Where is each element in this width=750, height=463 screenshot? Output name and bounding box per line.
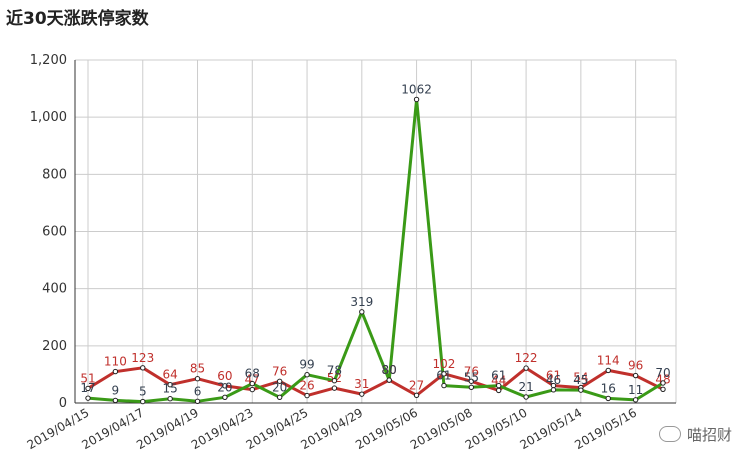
data-point (222, 383, 228, 389)
data-point (359, 309, 365, 315)
data-point (496, 382, 502, 389)
series-1-line (87, 97, 664, 404)
data-label: 46 (546, 373, 561, 387)
data-point (304, 392, 310, 399)
data-point (496, 387, 502, 394)
data-point (441, 371, 447, 377)
data-label: 44 (491, 373, 506, 387)
x-tick-label: 2019/05/16 (572, 405, 639, 452)
data-point (167, 396, 173, 402)
data-point (85, 385, 91, 392)
data-label: 61 (491, 369, 506, 383)
data-point (550, 387, 557, 393)
data-point (304, 372, 310, 378)
data-label: 78 (327, 364, 342, 378)
data-label: 99 (299, 358, 314, 372)
data-label: 47 (245, 373, 260, 387)
data-point (386, 377, 392, 383)
data-point (222, 394, 228, 400)
data-point (194, 376, 201, 382)
data-label: 6 (194, 384, 202, 398)
data-label: 48 (655, 372, 670, 386)
data-label: 61 (436, 369, 451, 383)
data-point (85, 395, 91, 401)
watermark: 喵招财 (658, 424, 732, 445)
data-label: 64 (163, 368, 178, 382)
data-label: 20 (217, 380, 232, 394)
data-point (605, 395, 611, 402)
data-label: 319 (350, 295, 373, 309)
data-point (359, 391, 365, 397)
data-point (331, 378, 338, 384)
y-tick-label: 600 (42, 225, 67, 240)
data-label: 55 (464, 370, 479, 384)
data-label: 76 (464, 364, 479, 378)
data-point (632, 372, 639, 379)
data-label: 114 (597, 353, 620, 367)
data-point (276, 394, 283, 400)
data-label: 68 (245, 367, 260, 381)
y-tick-label: 800 (42, 167, 67, 182)
data-point (632, 397, 639, 403)
data-point (276, 378, 283, 384)
data-point (468, 378, 475, 384)
data-point (413, 96, 420, 103)
data-label: 17 (80, 381, 95, 395)
data-point (331, 385, 338, 391)
data-point (413, 392, 420, 398)
y-tick-label: 1,200 (30, 53, 67, 68)
data-label: 16 (601, 381, 616, 395)
data-point (468, 384, 475, 390)
data-label: 60 (217, 369, 232, 383)
data-label: 70 (655, 366, 670, 380)
y-tick-label: 400 (42, 282, 67, 297)
data-label: 21 (518, 380, 533, 394)
y-tick-label: 1,000 (30, 110, 67, 125)
data-label: 20 (272, 380, 287, 394)
data-label: 31 (354, 377, 369, 391)
data-label: 123 (131, 351, 154, 365)
chart-title: 近30天涨跌停家数 (6, 9, 149, 29)
data-point (578, 387, 584, 393)
data-label: 15 (163, 382, 178, 396)
data-label: 80 (382, 363, 397, 377)
data-point (523, 394, 529, 400)
data-label: 27 (409, 378, 424, 392)
data-label: 9 (112, 383, 120, 397)
data-label: 11 (628, 383, 643, 397)
data-point (249, 380, 255, 387)
data-point (523, 365, 529, 371)
data-point (660, 380, 666, 386)
data-point (112, 397, 119, 404)
wechat-icon (658, 426, 681, 442)
data-label: 85 (190, 362, 205, 376)
data-point (660, 386, 666, 392)
y-tick-label: 200 (42, 339, 67, 354)
data-label: 110 (104, 355, 127, 369)
y-tick-label: 0 (59, 396, 67, 411)
watermark-text: 喵招财 (686, 426, 732, 444)
data-point (140, 398, 146, 405)
data-point (605, 367, 611, 374)
data-label: 54 (573, 371, 588, 385)
data-label: 45 (573, 373, 588, 387)
data-label: 5 (139, 385, 147, 399)
series-0-line (87, 366, 664, 398)
data-label: 102 (432, 357, 455, 371)
data-label: 26 (299, 379, 314, 393)
data-point (140, 365, 146, 371)
data-point (249, 386, 255, 393)
data-point (441, 382, 447, 389)
data-label: 76 (272, 364, 287, 378)
data-label: 122 (515, 351, 538, 365)
data-point (167, 382, 173, 388)
data-point (194, 398, 201, 404)
data-label: 51 (80, 371, 95, 385)
data-label: 1062 (401, 82, 432, 96)
data-point (112, 368, 119, 375)
data-label: 61 (546, 369, 561, 383)
data-label: 96 (628, 359, 643, 373)
data-label: 80 (382, 363, 397, 377)
